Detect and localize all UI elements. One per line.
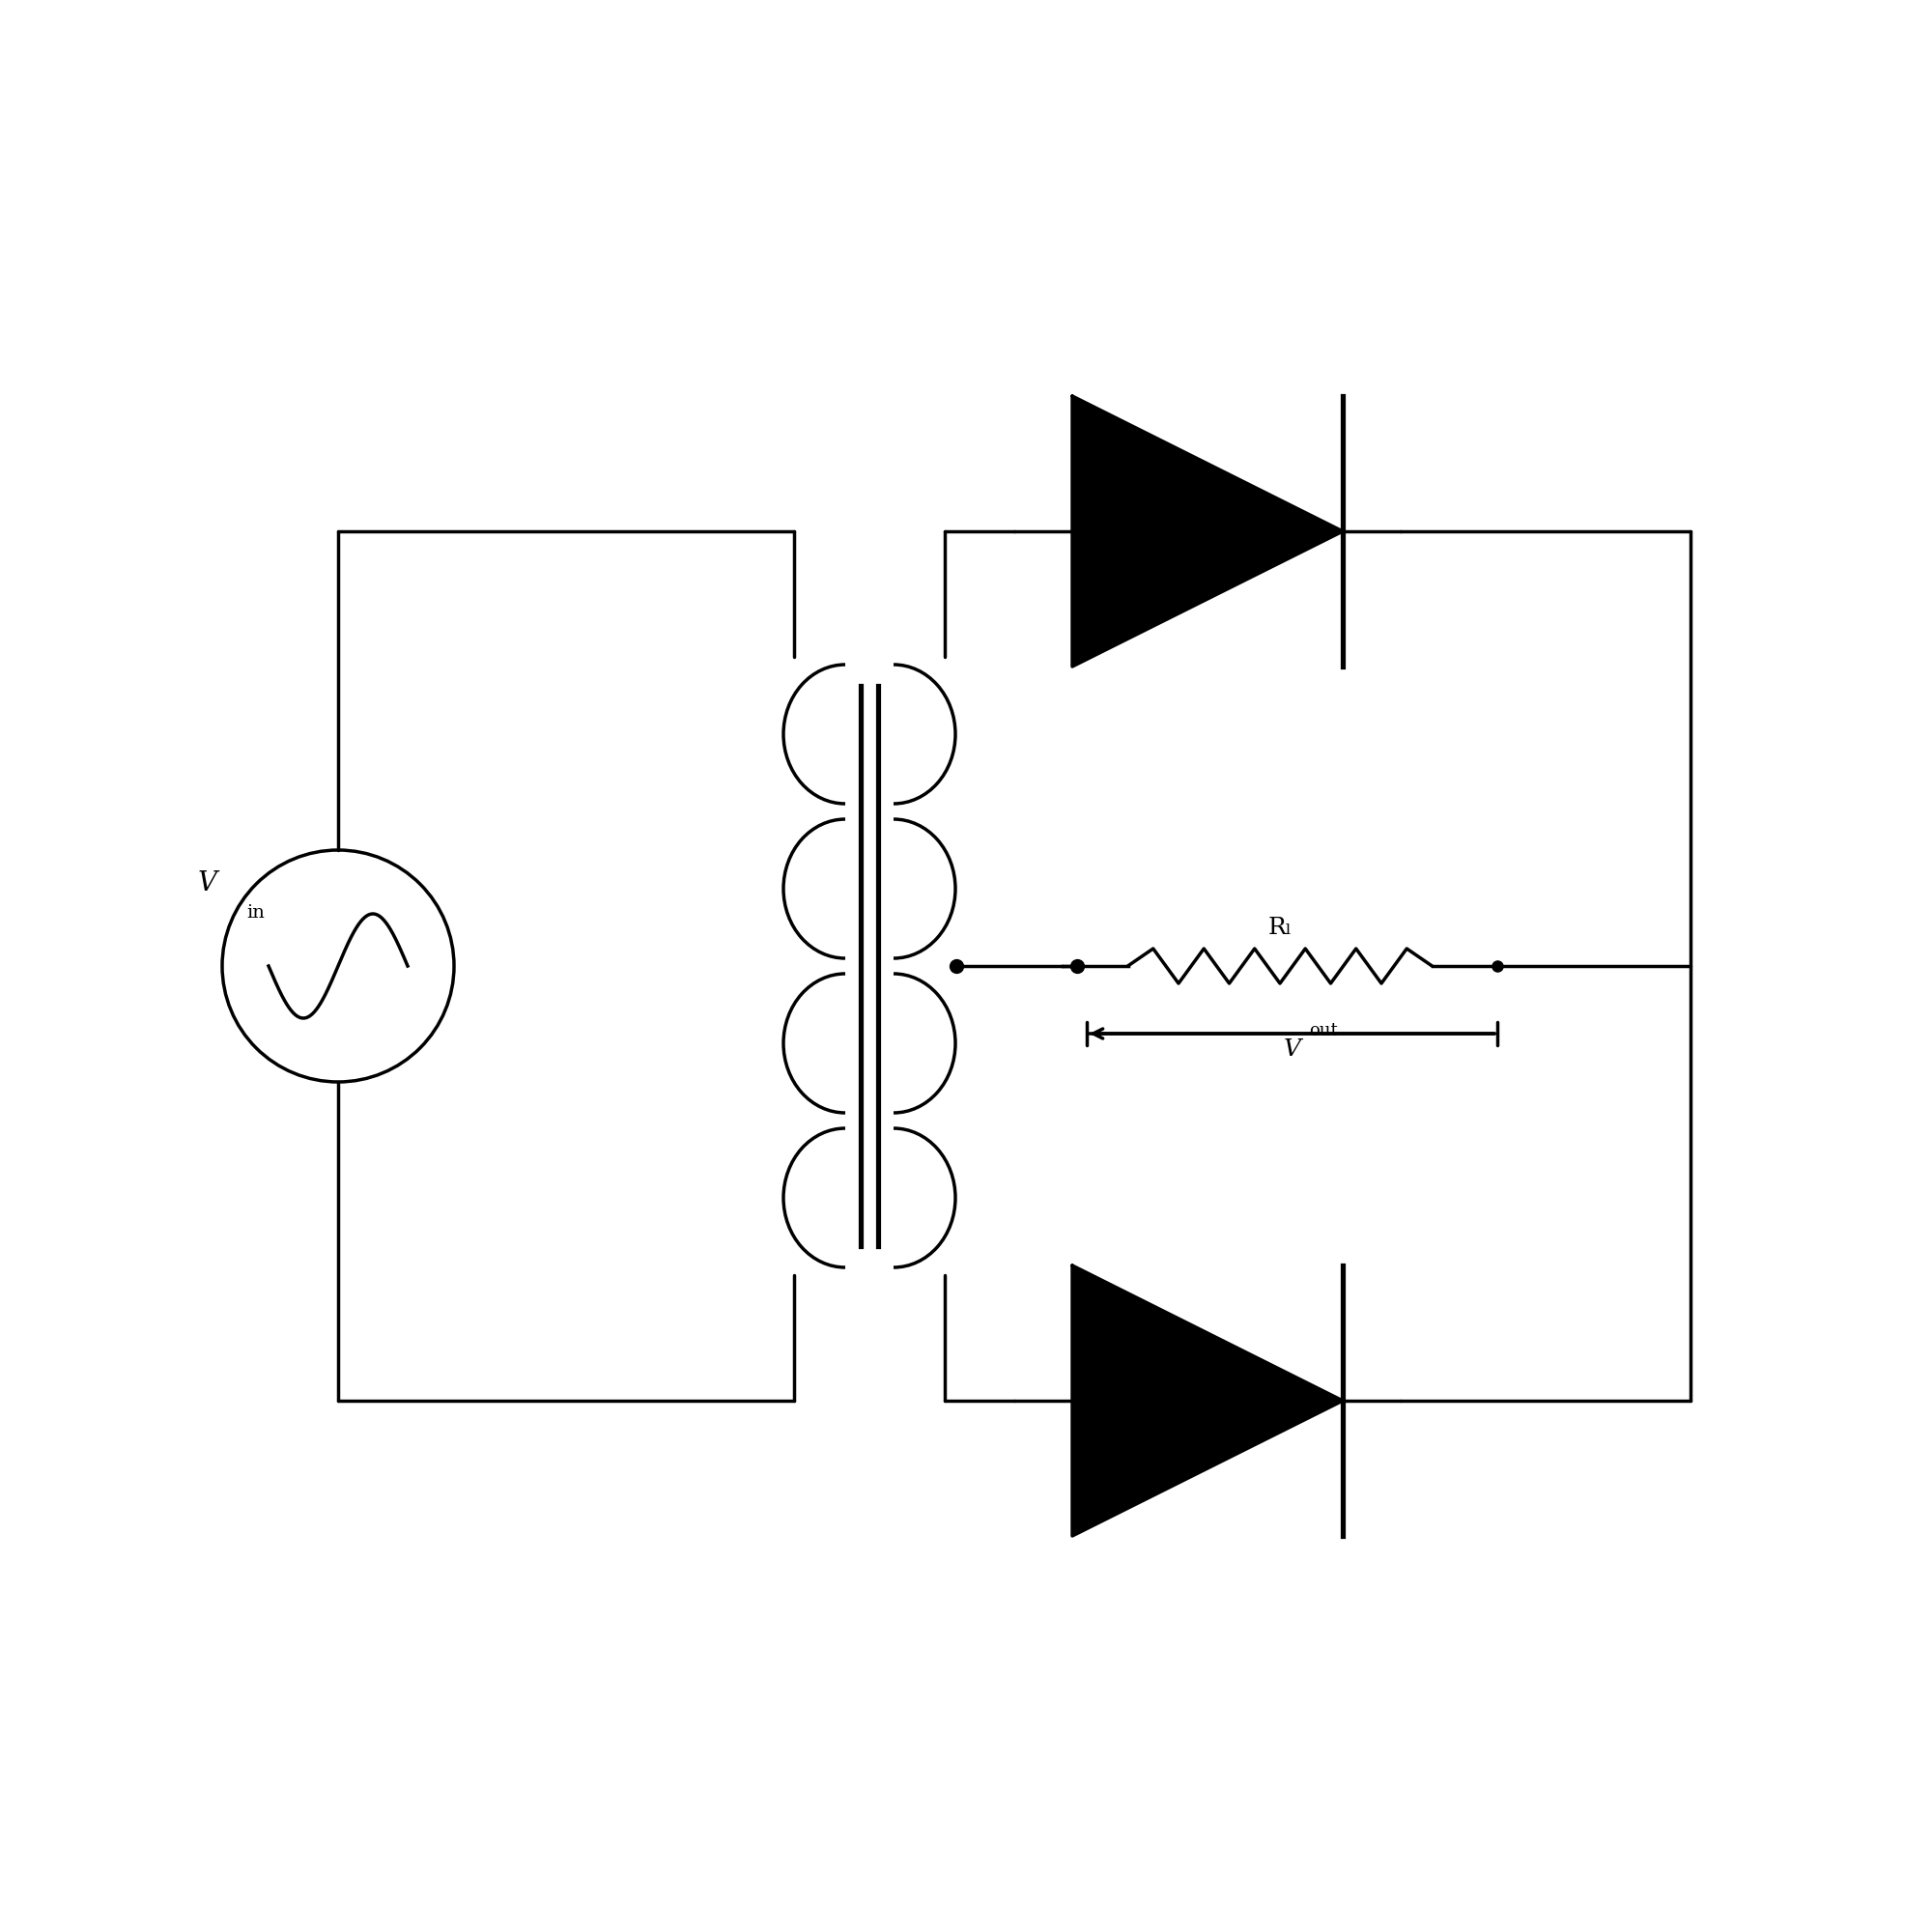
Polygon shape bbox=[1072, 1265, 1343, 1536]
Text: D₁: D₁ bbox=[1192, 485, 1223, 506]
Polygon shape bbox=[1072, 396, 1343, 667]
Text: in: in bbox=[247, 904, 265, 922]
Text: D₂: D₂ bbox=[1202, 1354, 1233, 1376]
Text: V: V bbox=[199, 871, 216, 896]
Text: out: out bbox=[1308, 1022, 1337, 1039]
Text: Rₗ: Rₗ bbox=[1267, 918, 1293, 939]
Text: V: V bbox=[1283, 1039, 1300, 1061]
